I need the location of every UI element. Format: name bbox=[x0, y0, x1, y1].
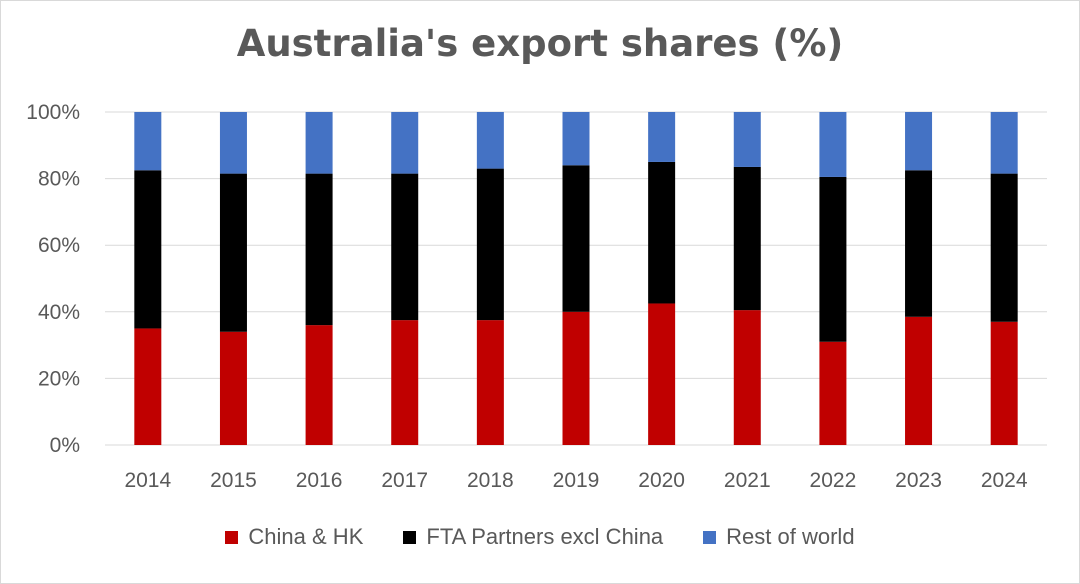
bar-segment-china-hk-2017 bbox=[391, 320, 419, 445]
bar-segment-rest-of-world-2023 bbox=[905, 112, 933, 171]
bar-segment-fta-partners-excl-china-2014 bbox=[134, 170, 162, 329]
bar-segment-fta-partners-excl-china-2018 bbox=[476, 168, 504, 321]
bar-segment-china-hk-2023 bbox=[905, 316, 933, 445]
bar-segment-china-hk-2020 bbox=[648, 303, 676, 445]
x-tick-label: 2014 bbox=[124, 469, 171, 492]
bar-segment-china-hk-2018 bbox=[476, 320, 504, 445]
legend-item: FTA Partners excl China bbox=[403, 524, 663, 550]
bar-segment-china-hk-2014 bbox=[134, 328, 162, 445]
legend-swatch bbox=[403, 530, 417, 544]
y-tick-label: 60% bbox=[38, 234, 80, 257]
x-tick-label: 2019 bbox=[553, 469, 600, 492]
legend-item: Rest of world bbox=[703, 524, 855, 550]
bar-segment-fta-partners-excl-china-2019 bbox=[562, 165, 590, 312]
bar-segment-rest-of-world-2019 bbox=[562, 112, 590, 166]
bar-segment-rest-of-world-2016 bbox=[305, 112, 333, 174]
bar-segment-rest-of-world-2017 bbox=[391, 112, 419, 174]
bar-segment-rest-of-world-2014 bbox=[134, 112, 162, 171]
bar-segment-fta-partners-excl-china-2016 bbox=[305, 173, 333, 326]
bar-segment-china-hk-2016 bbox=[305, 325, 333, 445]
bar-segment-rest-of-world-2018 bbox=[476, 112, 504, 169]
y-tick-label: 100% bbox=[26, 101, 80, 124]
y-tick-label: 80% bbox=[38, 168, 80, 191]
bar-segment-fta-partners-excl-china-2017 bbox=[391, 173, 419, 321]
bar-segment-china-hk-2021 bbox=[733, 310, 761, 445]
bar-segment-china-hk-2024 bbox=[990, 321, 1018, 445]
legend-label: China & HK bbox=[248, 524, 364, 549]
legend-swatch bbox=[225, 530, 239, 544]
y-tick-label: 20% bbox=[38, 367, 80, 390]
legend-label: FTA Partners excl China bbox=[426, 524, 664, 549]
bar-segment-rest-of-world-2021 bbox=[733, 112, 761, 167]
bar-segment-fta-partners-excl-china-2020 bbox=[648, 161, 676, 304]
bars bbox=[134, 112, 1018, 445]
x-axis-labels: 2014 2015 2016 2017 2018 2019 2020 2021 2022 2023… bbox=[124, 469, 1027, 492]
x-tick-label: 2023 bbox=[895, 469, 942, 492]
legend-label: Rest of world bbox=[726, 524, 855, 549]
x-tick-label: 2016 bbox=[296, 469, 343, 492]
legend-swatch bbox=[703, 530, 717, 544]
x-tick-label: 2017 bbox=[381, 469, 428, 492]
bar-segment-china-hk-2022 bbox=[819, 341, 847, 445]
chart-title: Australia's export shares (%) bbox=[236, 22, 844, 65]
x-tick-label: 2022 bbox=[810, 469, 857, 492]
y-axis-labels: 0% 20% 40% 60% 80% 100% bbox=[26, 101, 80, 457]
x-tick-label: 2024 bbox=[981, 469, 1028, 492]
bar-segment-china-hk-2015 bbox=[219, 331, 247, 445]
legend: China & HK FTA Partners excl China Rest of… bbox=[0, 524, 1080, 550]
bar-segment-rest-of-world-2015 bbox=[219, 112, 247, 174]
x-tick-label: 2018 bbox=[467, 469, 514, 492]
y-tick-label: 40% bbox=[38, 301, 80, 324]
bar-segment-fta-partners-excl-china-2024 bbox=[990, 173, 1018, 322]
x-tick-label: 2020 bbox=[638, 469, 685, 492]
x-tick-label: 2015 bbox=[210, 469, 257, 492]
bar-segment-rest-of-world-2020 bbox=[648, 112, 676, 162]
bar-segment-china-hk-2019 bbox=[562, 311, 590, 445]
bar-segment-fta-partners-excl-china-2022 bbox=[819, 176, 847, 342]
bar-segment-fta-partners-excl-china-2021 bbox=[733, 166, 761, 311]
bar-segment-fta-partners-excl-china-2015 bbox=[219, 173, 247, 332]
bar-segment-rest-of-world-2024 bbox=[990, 112, 1018, 174]
y-tick-label: 0% bbox=[50, 434, 80, 457]
bar-segment-rest-of-world-2022 bbox=[819, 112, 847, 177]
x-tick-label: 2021 bbox=[724, 469, 771, 492]
bar-segment-fta-partners-excl-china-2023 bbox=[905, 170, 933, 317]
legend-item: China & HK bbox=[225, 524, 363, 550]
